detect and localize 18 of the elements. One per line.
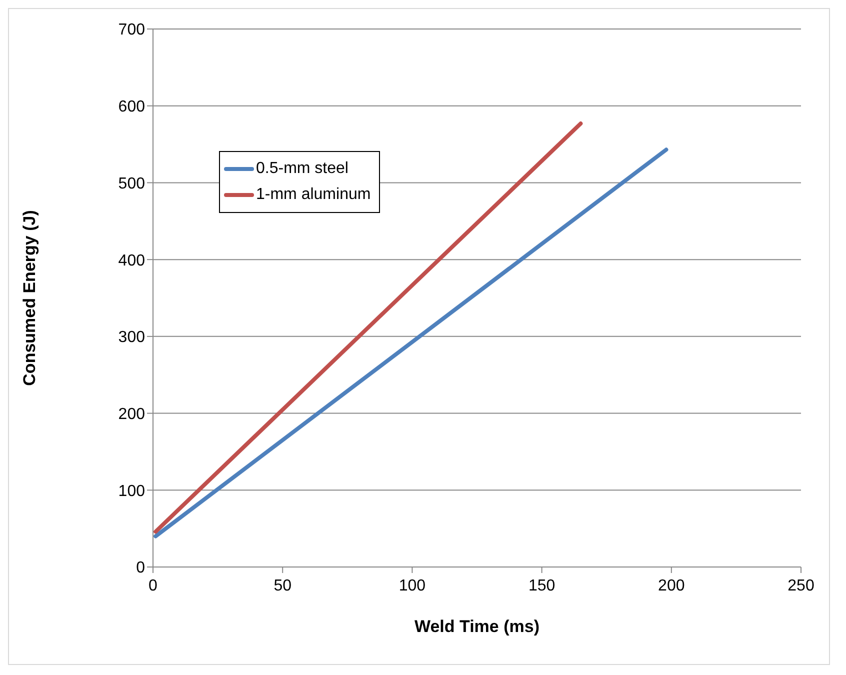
x-tick-label: 100 [398,577,426,594]
x-tick-label: 50 [274,577,292,594]
y-tick-label: 200 [118,406,146,423]
y-tick-label: 400 [118,252,146,270]
x-axis-title: Weld Time (ms) [414,617,540,636]
y-tick-label: 100 [118,482,146,500]
y-tick-label: 700 [118,22,146,39]
x-tick-label: 150 [528,577,556,594]
y-tick-label: 500 [118,175,146,192]
y-tick-label: 0 [136,560,146,577]
y-tick-label: 300 [118,329,146,346]
legend-label: 1-mm aluminum [256,186,371,204]
y-axis-title: Consumed Energy (J) [20,210,40,386]
x-tick-label: 250 [788,577,814,594]
x-tick-label: 200 [658,577,685,594]
y-tick-label: 600 [118,98,146,116]
x-tick-label: 0 [148,577,158,594]
legend-label: 0.5-mm steel [256,160,348,178]
